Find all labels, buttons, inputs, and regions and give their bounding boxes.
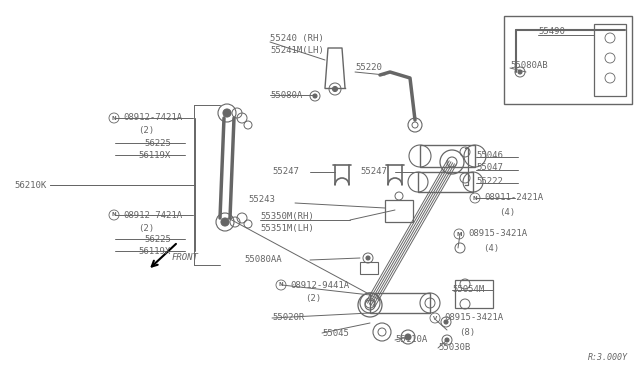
Text: 08911-2421A: 08911-2421A xyxy=(484,193,543,202)
Text: 55030B: 55030B xyxy=(438,343,470,353)
Text: 55020R: 55020R xyxy=(272,314,304,323)
Bar xyxy=(385,200,413,222)
Text: (4): (4) xyxy=(499,208,515,217)
Text: (4): (4) xyxy=(483,244,499,253)
Text: FRONT: FRONT xyxy=(172,253,199,263)
Bar xyxy=(504,16,632,104)
Text: 55222: 55222 xyxy=(476,177,503,186)
Circle shape xyxy=(518,70,522,74)
Circle shape xyxy=(333,87,337,92)
Text: N: N xyxy=(112,212,116,218)
Text: 56119X: 56119X xyxy=(138,151,170,160)
Circle shape xyxy=(366,256,370,260)
Text: 55243: 55243 xyxy=(248,196,275,205)
Text: N: N xyxy=(473,196,477,201)
Text: (8): (8) xyxy=(459,327,475,337)
Circle shape xyxy=(444,320,448,324)
Text: 55047: 55047 xyxy=(476,164,503,173)
Circle shape xyxy=(313,94,317,98)
Text: 55350M(RH): 55350M(RH) xyxy=(260,212,314,221)
Text: 08915-3421A: 08915-3421A xyxy=(444,314,503,323)
Text: 55490: 55490 xyxy=(538,28,565,36)
Text: 56210K: 56210K xyxy=(14,180,46,189)
Circle shape xyxy=(223,109,231,117)
Text: (2): (2) xyxy=(138,126,154,135)
Text: (2): (2) xyxy=(138,224,154,232)
Text: 55046: 55046 xyxy=(476,151,503,160)
Text: 55247: 55247 xyxy=(360,167,387,176)
Text: 56225: 56225 xyxy=(144,234,171,244)
Text: 55220: 55220 xyxy=(355,64,382,73)
Circle shape xyxy=(221,218,229,226)
Text: M: M xyxy=(456,231,461,237)
Text: 55241M(LH): 55241M(LH) xyxy=(270,45,324,55)
Text: R:3.000Y: R:3.000Y xyxy=(588,353,628,362)
Text: 08912-7421A: 08912-7421A xyxy=(123,211,182,219)
Text: V: V xyxy=(433,315,437,321)
Circle shape xyxy=(445,338,449,342)
Text: 56225: 56225 xyxy=(144,138,171,148)
Bar xyxy=(420,145,475,167)
Text: 55045: 55045 xyxy=(322,328,349,337)
Text: (2): (2) xyxy=(305,294,321,302)
Bar xyxy=(418,172,473,192)
Text: 55054M: 55054M xyxy=(452,285,484,295)
Text: N: N xyxy=(278,282,284,288)
Text: 55247: 55247 xyxy=(272,167,299,176)
Text: 55110A: 55110A xyxy=(395,336,428,344)
Text: 08915-3421A: 08915-3421A xyxy=(468,230,527,238)
Text: 08912-7421A: 08912-7421A xyxy=(123,113,182,122)
Text: 55080A: 55080A xyxy=(270,90,302,99)
Text: 55080AB: 55080AB xyxy=(510,61,548,70)
Text: 55240 (RH): 55240 (RH) xyxy=(270,33,324,42)
Bar xyxy=(594,24,626,96)
Text: N: N xyxy=(112,115,116,121)
Text: 55080AA: 55080AA xyxy=(244,256,282,264)
Bar xyxy=(455,280,493,308)
Text: 56119X: 56119X xyxy=(138,247,170,256)
Text: 08912-9441A: 08912-9441A xyxy=(290,280,349,289)
Bar xyxy=(370,293,430,313)
Circle shape xyxy=(405,334,411,340)
Bar xyxy=(360,262,378,274)
Text: 55351M(LH): 55351M(LH) xyxy=(260,224,314,232)
